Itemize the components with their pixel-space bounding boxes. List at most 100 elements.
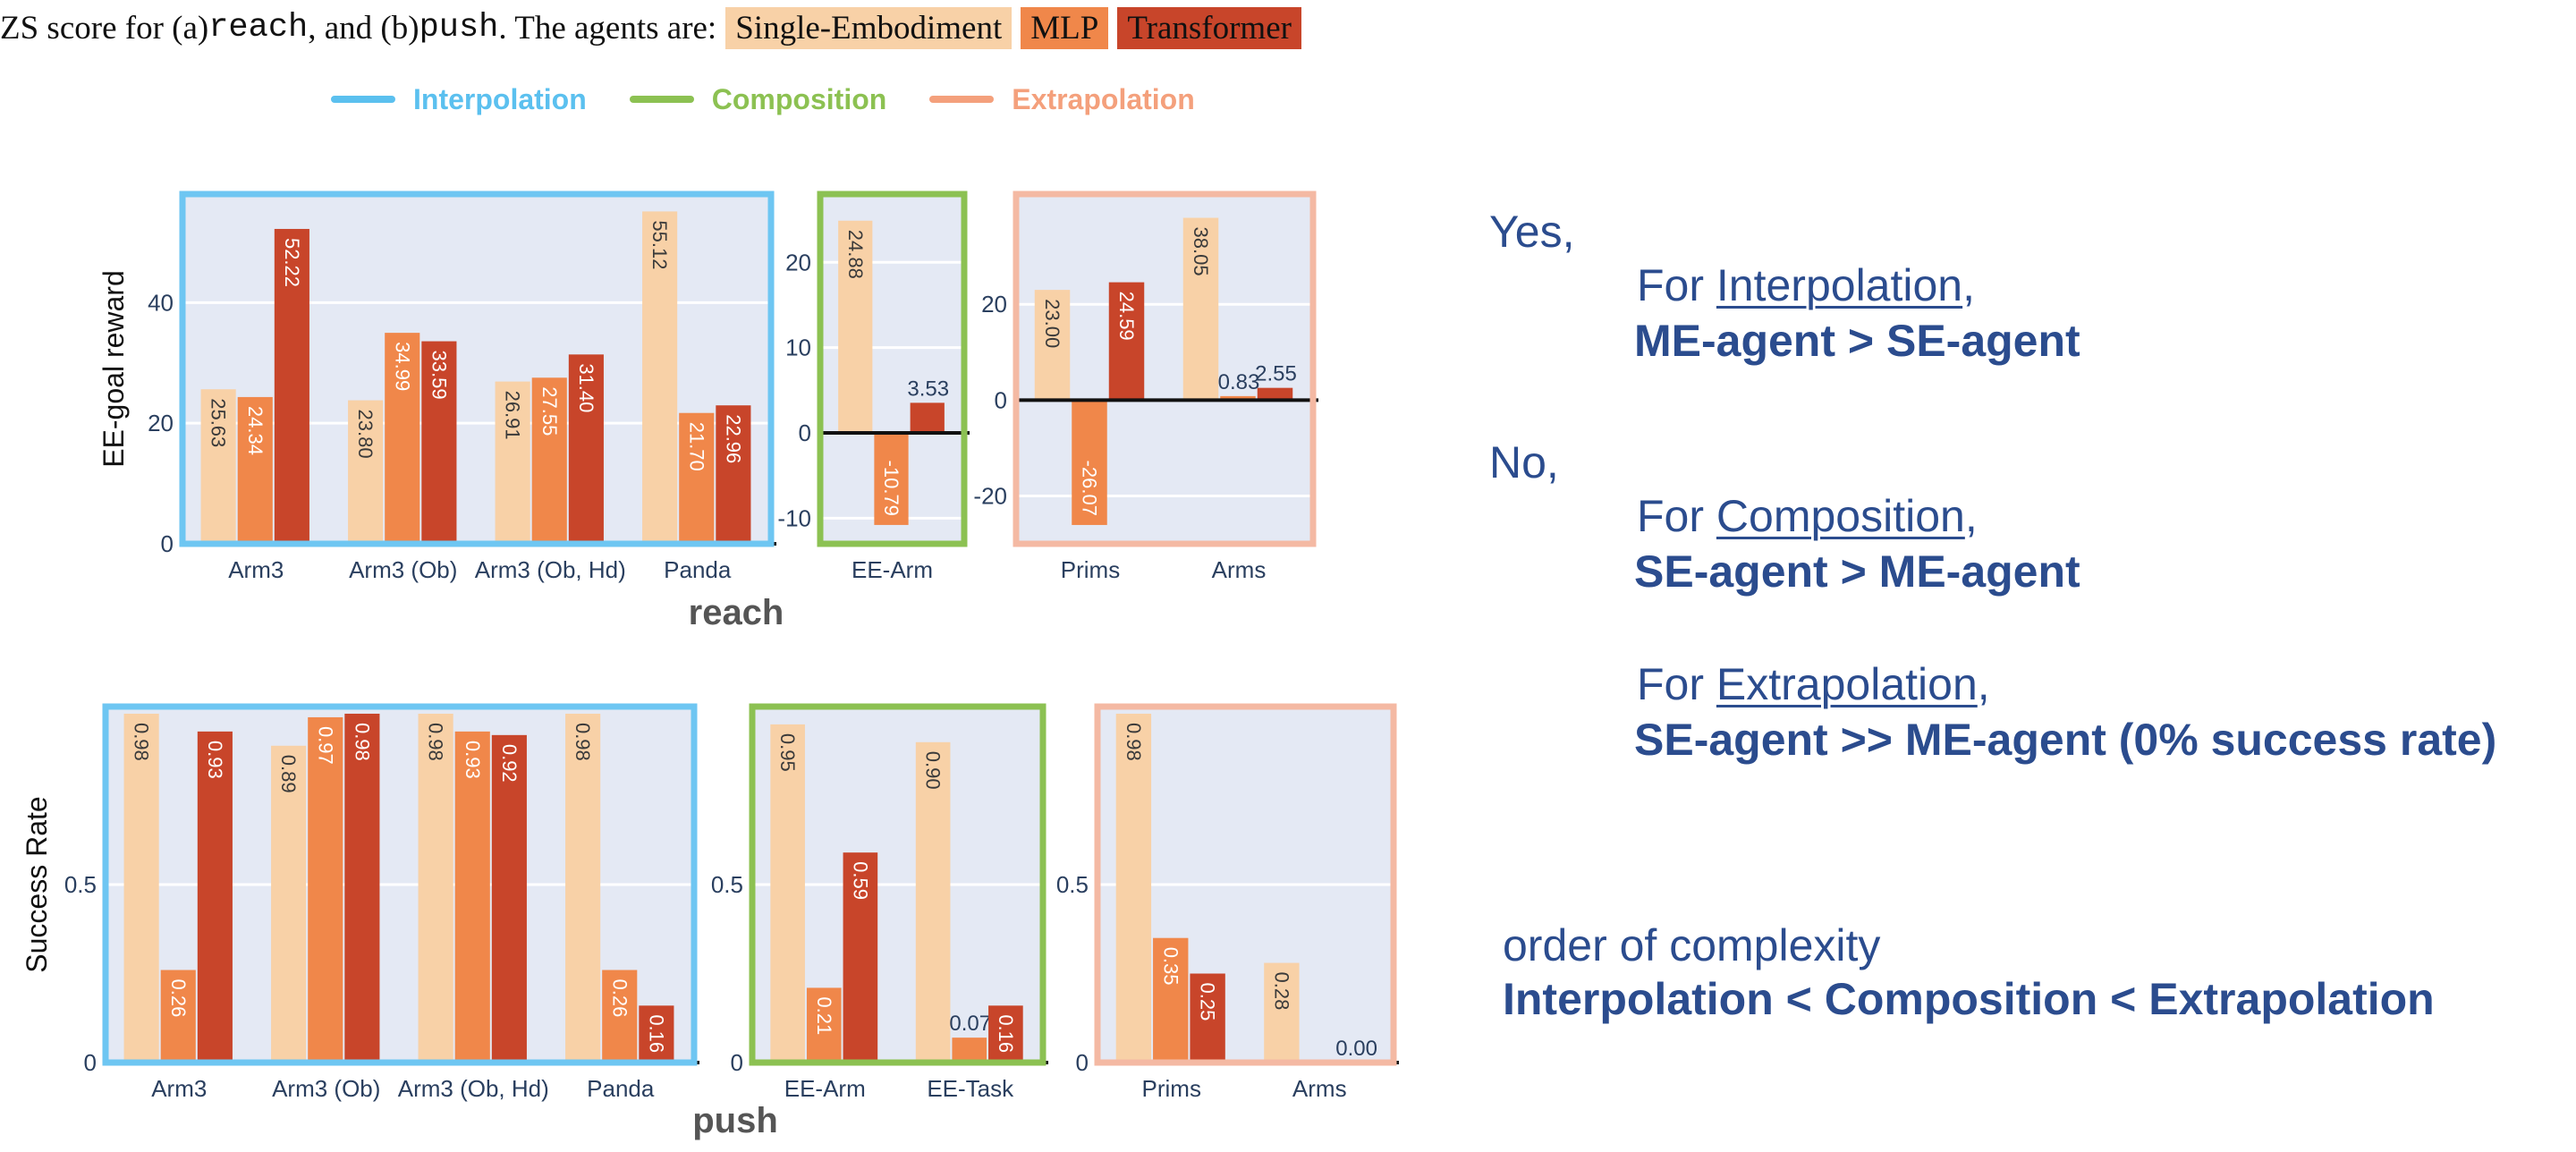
- note-interpolation-claim: ME-agent > SE-agent: [1634, 316, 2080, 366]
- note-interpolation-for: For: [1637, 260, 1716, 310]
- x-tick-label: Panda: [664, 556, 732, 583]
- group-frame-extrapolation: [1013, 191, 1317, 547]
- y-tick-label: 20: [981, 291, 1007, 318]
- x-tick-label: Arm3 (Ob, Hd): [475, 556, 626, 583]
- bar-transformer: [639, 1005, 674, 1063]
- data-label: 24.88: [844, 230, 867, 279]
- x-tick-label: Arms: [1292, 1075, 1347, 1102]
- note-complexity-title: order of complexity: [1503, 920, 1881, 970]
- note-composition-term: Composition: [1716, 491, 1965, 541]
- data-label: 0.35: [1159, 947, 1182, 986]
- legend-interpolation-label: Interpolation: [413, 82, 587, 115]
- bar-single-embodiment: [642, 211, 678, 545]
- data-label: 24.59: [1115, 292, 1138, 341]
- note-extrapolation-for: For: [1637, 659, 1716, 709]
- data-label: 52.22: [281, 238, 303, 287]
- data-label: 0.92: [498, 744, 521, 783]
- note-no: No,: [1489, 437, 1559, 487]
- bar-transformer: [1257, 387, 1293, 401]
- bar-transformer: [344, 713, 380, 1063]
- legend-composition-label: Composition: [711, 82, 887, 115]
- bar-transformer: [491, 734, 527, 1063]
- group-frame-extrapolation: [1094, 703, 1397, 1066]
- row-title-push: push: [692, 1101, 778, 1140]
- note-composition-heading: For Composition,: [1637, 490, 1978, 542]
- data-label: 0.25: [1197, 983, 1219, 1021]
- x-tick-label: EE-Arm: [784, 1075, 866, 1102]
- y-tick-label: 0: [995, 386, 1007, 413]
- legend-extrapolation-label: Extrapolation: [1012, 82, 1195, 115]
- bar-single-embodiment: [915, 741, 951, 1063]
- category-legend: Interpolation Composition Extrapolation: [331, 77, 1238, 122]
- caption-suffix: . The agents are:: [498, 9, 717, 47]
- bar-charts: 0 20 40 25.63 24.34 52.22 Arm3 23.80 34.99 33.59 A…: [21, 191, 1399, 1140]
- x-tick-label: EE-Arm: [852, 556, 933, 583]
- bar-single-embodiment: [200, 389, 236, 544]
- y-axis-label: Success Rate: [21, 796, 53, 972]
- note-composition-comma: ,: [1964, 491, 1978, 541]
- y-tick-label: 0.5: [1056, 871, 1089, 898]
- y-tick-label: 0: [799, 419, 811, 446]
- data-label: 3.53: [907, 377, 949, 401]
- bar-mlp: [952, 1038, 987, 1063]
- data-label: 38.05: [1190, 227, 1212, 276]
- data-label: 23.80: [354, 410, 377, 459]
- data-label: -26.07: [1079, 461, 1101, 516]
- note-complexity-order: Interpolation < Composition < Extrapolat…: [1503, 974, 2435, 1024]
- bar-mlp: [308, 716, 343, 1063]
- data-label: 0.59: [849, 861, 871, 900]
- bar-transformer: [1108, 282, 1145, 401]
- data-label: 0.21: [813, 996, 835, 1035]
- data-label: 0.28: [1270, 972, 1292, 1011]
- y-tick-label: 0: [1076, 1049, 1089, 1076]
- note-yes: Yes,: [1489, 207, 1575, 257]
- x-tick-label: Arm3: [228, 556, 284, 583]
- bar-single-embodiment: [348, 400, 384, 544]
- bar-mlp: [385, 333, 420, 544]
- data-label: 0.98: [131, 723, 153, 761]
- data-label: 0.93: [204, 741, 226, 779]
- note-extrapolation-comma: ,: [1977, 659, 1990, 709]
- x-tick-label: Arm3 (Ob): [349, 556, 457, 583]
- bar-mlp: [602, 970, 638, 1063]
- y-tick-label: 20: [785, 249, 811, 275]
- data-label: 21.70: [685, 422, 708, 471]
- x-tick-label: Arm3 (Ob, Hd): [398, 1075, 549, 1102]
- data-label: 0.07: [949, 1012, 991, 1036]
- data-label: -10.79: [880, 461, 902, 516]
- bar-transformer: [1190, 973, 1225, 1063]
- row-title-reach: reach: [689, 593, 784, 632]
- y-tick-label: 0: [84, 1049, 97, 1076]
- y-tick-label: 20: [148, 410, 174, 436]
- bar-single-embodiment: [123, 713, 159, 1063]
- note-interpolation-comma: ,: [1962, 260, 1976, 310]
- data-label: 25.63: [208, 398, 230, 447]
- legend-composition-swatch: [629, 96, 694, 103]
- bar-transformer: [988, 1005, 1023, 1063]
- note-extrapolation-term: Extrapolation: [1716, 659, 1978, 709]
- bar-transformer: [274, 228, 309, 544]
- data-label: 0.89: [277, 755, 300, 793]
- caption-prefix: ZS score for (a): [0, 9, 209, 47]
- bar-mlp: [454, 731, 490, 1063]
- legend-interpolation-swatch: [331, 96, 395, 103]
- data-label: 34.99: [391, 342, 413, 391]
- y-tick-label: -10: [777, 504, 811, 531]
- caption-code-reach: reach: [208, 9, 309, 47]
- chart-push-extrapolation: 0 0.5 0.98 0.35 0.25 Prims 0.28 0.00 Arms: [1056, 703, 1399, 1102]
- x-tick-label: Prims: [1061, 556, 1120, 583]
- bar-single-embodiment: [1182, 217, 1219, 401]
- y-tick-label: 0.5: [711, 871, 743, 898]
- bar-mlp: [874, 433, 909, 525]
- bar-transformer: [843, 852, 878, 1063]
- data-label: 31.40: [575, 363, 597, 412]
- bar-mlp: [806, 987, 842, 1063]
- note-interpolation-heading: For Interpolation,: [1637, 259, 1975, 311]
- agent-mlp: MLP: [1021, 6, 1109, 49]
- bar-single-embodiment: [495, 381, 530, 544]
- data-label: 0.98: [425, 723, 447, 761]
- x-tick-label: Arm3: [151, 1075, 207, 1102]
- y-tick-label: 10: [785, 335, 811, 361]
- agent-transformer: Transformer: [1117, 6, 1301, 49]
- data-label: 22.96: [722, 414, 744, 463]
